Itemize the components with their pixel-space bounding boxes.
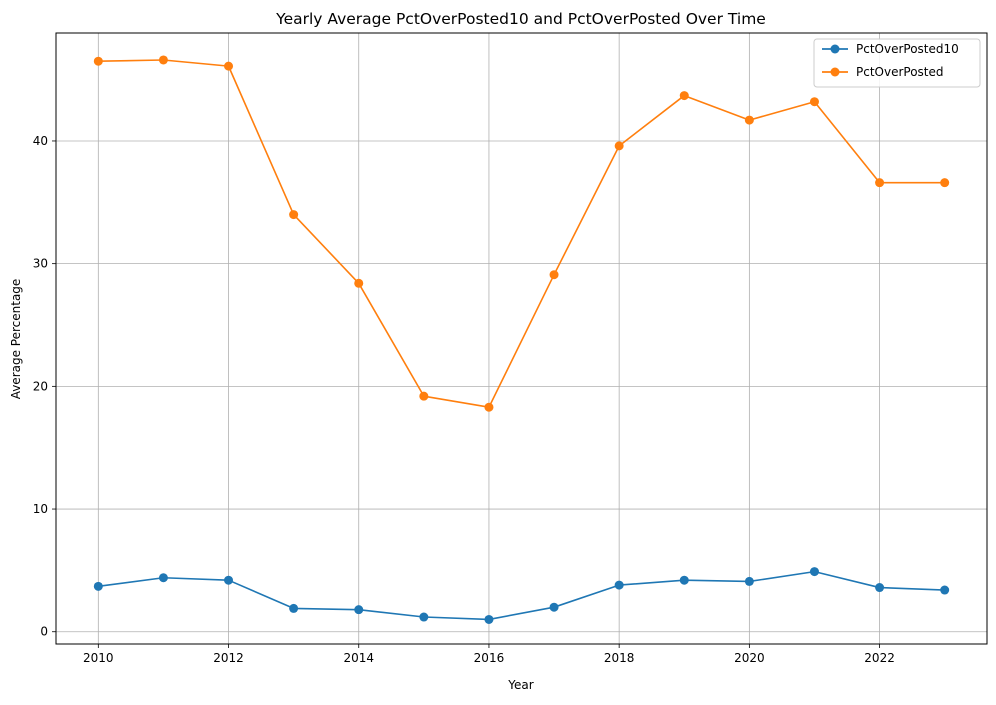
- point-pctoverposted10-2016: [484, 614, 494, 624]
- tick-layer: 2010 2012 2014 2016 2018 2020 2022 0 10 20 30 40: [33, 134, 895, 665]
- y-tick-label-20: 20: [33, 379, 48, 393]
- x-tick-label-2012: 2012: [213, 651, 244, 665]
- point-pctoverposted10-2013: [289, 603, 299, 613]
- x-tick-label-2010: 2010: [83, 651, 114, 665]
- y-tick-label-30: 30: [33, 257, 48, 271]
- point-pctoverposted10-2012: [224, 575, 234, 585]
- point-pctoverposted10-2015: [419, 612, 429, 622]
- point-pctoverposted10-2021: [809, 567, 819, 577]
- point-pctoverposted-2021: [809, 97, 819, 107]
- point-pctoverposted10-2010: [93, 581, 103, 591]
- point-pctoverposted-2022: [875, 178, 885, 188]
- series-line-pctoverposted: [98, 59, 945, 409]
- point-pctoverposted10-2023: [940, 585, 950, 595]
- y-tick-label-0: 0: [40, 625, 48, 639]
- x-tick-label-2022: 2022: [864, 651, 895, 665]
- x-tick-label-2016: 2016: [474, 651, 505, 665]
- legend: PctOverPosted10 PctOverPosted: [813, 38, 981, 88]
- grid-layer: [56, 33, 987, 644]
- point-pctoverposted-2014: [354, 278, 364, 288]
- point-pctoverposted10-2018: [614, 580, 624, 590]
- point-pctoverposted10-2011: [158, 573, 168, 583]
- point-pctoverposted-2023: [940, 178, 950, 188]
- point-pctoverposted-2015: [419, 391, 429, 401]
- series-line-pctoverposted10: [98, 570, 945, 621]
- series-layer: [93, 55, 950, 624]
- x-tick-label-2018: 2018: [604, 651, 635, 665]
- chart-title: Yearly Average PctOverPosted10 and PctOv…: [275, 10, 766, 28]
- legend-box: [813, 38, 981, 88]
- point-pctoverposted10-2020: [744, 576, 754, 586]
- point-pctoverposted-2012: [224, 61, 234, 71]
- y-tick-label-10: 10: [33, 502, 48, 516]
- point-pctoverposted-2018: [614, 141, 624, 151]
- point-pctoverposted10-2014: [354, 605, 364, 615]
- y-axis-label: Average Percentage: [9, 279, 23, 400]
- x-tick-label-2020: 2020: [734, 651, 765, 665]
- plot-frame: [55, 32, 988, 645]
- point-pctoverposted-2019: [679, 91, 689, 101]
- point-pctoverposted-2016: [484, 402, 494, 412]
- point-pctoverposted-2011: [158, 55, 168, 65]
- y-tick-label-40: 40: [33, 134, 48, 148]
- legend-marker-pctoverposted10: [830, 44, 840, 54]
- x-tick-label-2014: 2014: [343, 651, 374, 665]
- legend-label-pctoverposted10: PctOverPosted10: [856, 42, 959, 56]
- point-pctoverposted-2013: [289, 210, 299, 220]
- legend-label-pctoverposted: PctOverPosted: [856, 65, 944, 79]
- point-pctoverposted-2010: [93, 56, 103, 66]
- legend-marker-pctoverposted: [830, 67, 840, 77]
- point-pctoverposted10-2022: [875, 583, 885, 593]
- point-pctoverposted-2017: [549, 270, 559, 280]
- point-pctoverposted10-2019: [679, 575, 689, 585]
- x-axis-label: Year: [507, 678, 533, 692]
- point-pctoverposted-2020: [744, 115, 754, 125]
- point-pctoverposted10-2017: [549, 602, 559, 612]
